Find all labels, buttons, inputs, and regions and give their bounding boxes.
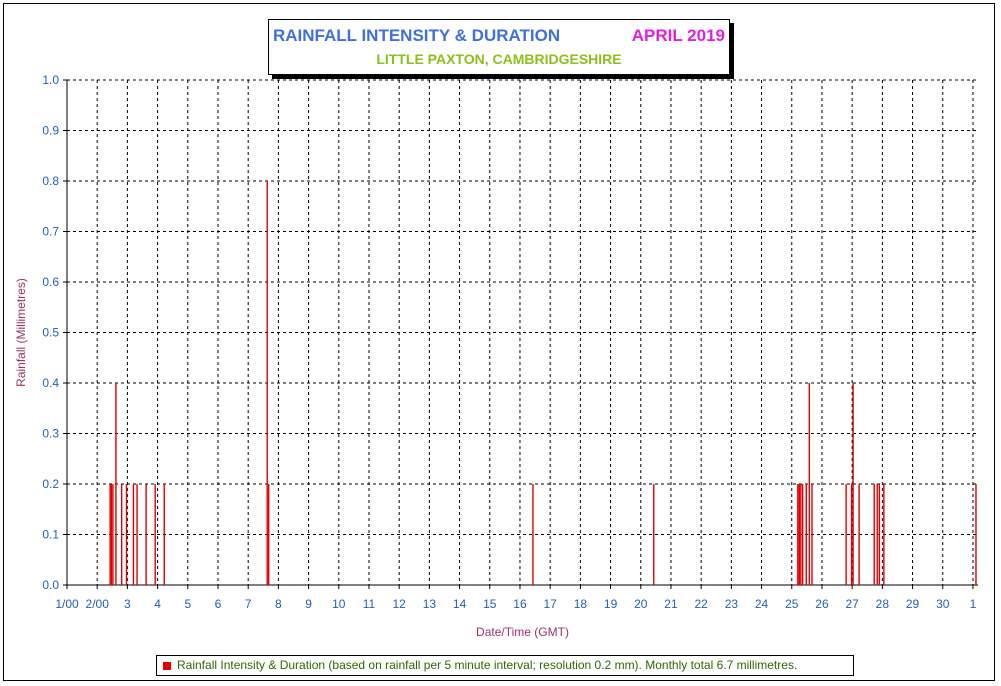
x-tick-label: 8 (275, 597, 282, 611)
x-tick-label: 15 (483, 597, 497, 611)
y-tick-label: 0.5 (42, 326, 59, 340)
y-tick-label: 0.2 (42, 477, 59, 491)
x-tick-label: 3 (124, 597, 131, 611)
y-tick-label: 0.1 (42, 528, 59, 542)
x-tick-label: 27 (845, 597, 859, 611)
x-tick-label: 13 (423, 597, 437, 611)
x-tick-label: 1 (970, 597, 977, 611)
x-tick-label: 1/00 (55, 597, 79, 611)
x-tick-label: 18 (574, 597, 588, 611)
x-tick-label: 6 (215, 597, 222, 611)
y-tick-label: 1.0 (42, 73, 59, 87)
x-axis-label: Date/Time (GMT) (476, 625, 569, 639)
legend-text: Rainfall Intensity & Duration (based on … (177, 658, 798, 672)
chart-frame (3, 3, 995, 681)
x-tick-label: 14 (453, 597, 467, 611)
x-tick-label: 25 (785, 597, 799, 611)
x-tick-label: 29 (906, 597, 920, 611)
x-tick-label: 24 (755, 597, 769, 611)
chart-legend: Rainfall Intensity & Duration (based on … (156, 655, 854, 676)
y-tick-label: 0.4 (42, 376, 59, 390)
x-tick-label: 20 (634, 597, 648, 611)
y-axis-label: Rainfall (Millimetres) (14, 278, 28, 387)
chart-title-month: APRIL 2019 (631, 26, 725, 45)
legend-swatch (163, 662, 171, 670)
y-tick-label: 0.6 (42, 275, 59, 289)
y-tick-label: 0.8 (42, 174, 59, 188)
x-tick-label: 19 (604, 597, 618, 611)
x-tick-label: 7 (245, 597, 252, 611)
x-tick-label: 2/00 (86, 597, 110, 611)
x-tick-label: 16 (513, 597, 527, 611)
y-tick-label: 0.7 (42, 225, 59, 239)
y-tick-label: 0.0 (42, 578, 59, 592)
y-tick-label: 0.9 (42, 124, 59, 138)
x-tick-label: 23 (725, 597, 739, 611)
y-tick-label: 0.3 (42, 427, 59, 441)
x-tick-label: 21 (664, 597, 678, 611)
x-tick-label: 9 (305, 597, 312, 611)
x-tick-label: 28 (876, 597, 890, 611)
x-tick-label: 26 (815, 597, 829, 611)
x-tick-label: 30 (936, 597, 950, 611)
chart-subtitle: LITTLE PAXTON, CAMBRIDGESHIRE (376, 51, 622, 67)
x-tick-label: 4 (154, 597, 161, 611)
chart-title-box: RAINFALL INTENSITY & DURATION APRIL 2019… (268, 19, 730, 75)
x-tick-label: 12 (393, 597, 407, 611)
chart-title: RAINFALL INTENSITY & DURATION (273, 26, 561, 45)
x-tick-label: 22 (694, 597, 708, 611)
x-tick-label: 11 (363, 597, 376, 611)
x-tick-label: 10 (332, 597, 346, 611)
x-tick-label: 5 (184, 597, 191, 611)
x-tick-label: 17 (543, 597, 557, 611)
